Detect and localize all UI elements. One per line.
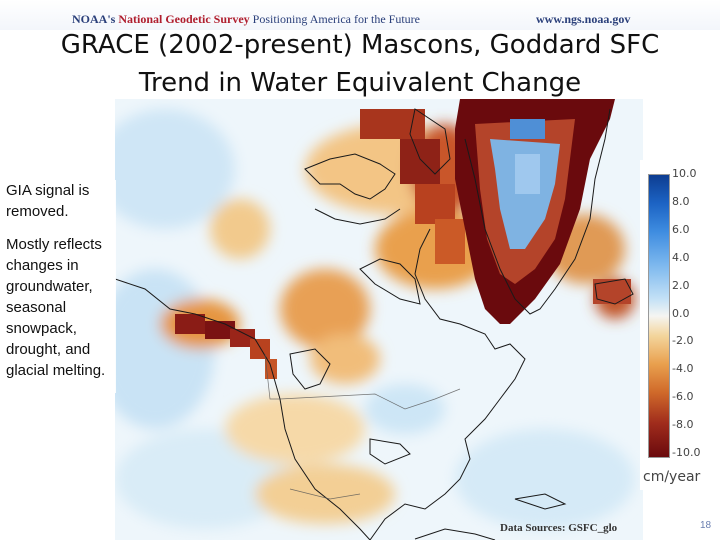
colorbar-tick: -4.0 (672, 362, 694, 375)
greenland-melt (455, 99, 631, 324)
header-url[interactable]: www.ngs.noaa.gov (536, 12, 631, 26)
side-notes: GIA signal is removed. Mostly reflects c… (6, 180, 116, 393)
colorbar (648, 174, 670, 458)
note-gia: GIA signal is removed. (6, 182, 90, 220)
page-number: 18 (700, 520, 712, 531)
colorbar-tick: 8.0 (672, 195, 690, 208)
arctic-melt (360, 109, 465, 264)
colorbar-tick: -2.0 (672, 334, 694, 347)
slide-title-line-2: Trend in Water Equivalent Change (138, 68, 582, 98)
note-reflects: Mostly reflects changes in groundwater, … (6, 236, 106, 379)
colorbar-tick: -6.0 (672, 390, 694, 403)
borders (264, 353, 461, 500)
trend-map-svg (115, 99, 643, 540)
colorbar-tick: 2.0 (672, 279, 690, 292)
colorbar-units: cm/year (643, 469, 701, 485)
header-band (0, 0, 720, 30)
colorbar-tick: 10.0 (672, 167, 697, 180)
data-source: Data Sources: GSFC_glo (500, 522, 618, 534)
header-org-name: National Geodetic Survey (118, 12, 250, 26)
colorbar-tick: 6.0 (672, 223, 690, 236)
colorbar-tick: 4.0 (672, 251, 690, 264)
coastlines (115, 108, 634, 540)
colorbar-panel: 10.0 8.0 6.0 4.0 2.0 0.0 -2.0 -4.0 -6.0 … (640, 160, 715, 490)
header-org: NOAA's National Geodetic Survey Position… (72, 12, 420, 27)
header-agency: NOAA's (72, 12, 116, 26)
colorbar-tick: -8.0 (672, 418, 694, 431)
slide-title-line-1: GRACE (2002-present) Mascons, Goddard SF… (60, 30, 660, 60)
colorbar-tick: 0.0 (672, 307, 690, 320)
trend-map (115, 99, 643, 540)
header-tagline: Positioning America for the Future (252, 12, 420, 26)
colorbar-tick: -10.0 (672, 446, 701, 459)
